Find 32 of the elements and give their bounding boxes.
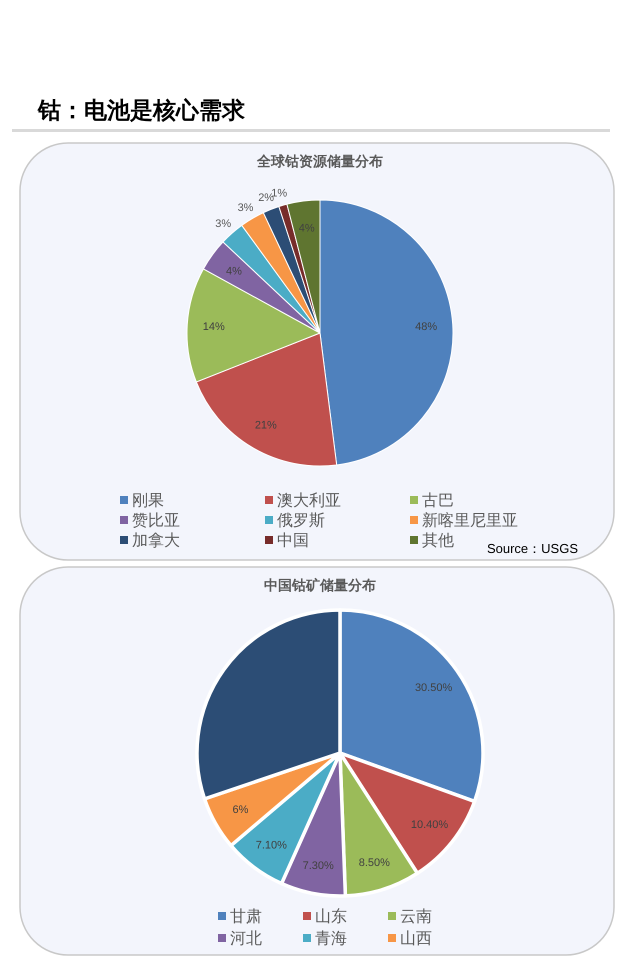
chart-title: 中国钴矿储量分布 bbox=[264, 577, 376, 593]
legend-label: 山西 bbox=[400, 930, 432, 948]
data-label: 8.50% bbox=[358, 856, 390, 869]
legend-label: 青海 bbox=[315, 930, 347, 948]
legend-label: 云南 bbox=[400, 908, 432, 926]
data-label: 7.10% bbox=[256, 839, 288, 852]
legend-label: 澳大利亚 bbox=[277, 492, 341, 510]
legend-label: 加拿大 bbox=[132, 532, 180, 550]
text: 钴：电池是核心需求 bbox=[37, 97, 246, 123]
chart-title: 全球钴资源储量分布 bbox=[256, 153, 383, 169]
data-label: 3% bbox=[215, 218, 232, 230]
data-label: 10.40% bbox=[410, 819, 448, 832]
legend-label: 赞比亚 bbox=[132, 512, 180, 530]
data-label: 2% bbox=[258, 192, 274, 204]
data-label: 48% bbox=[415, 321, 438, 334]
data-label: 4% bbox=[226, 265, 242, 278]
legend-label: 中国 bbox=[277, 532, 309, 550]
data-label: 7.30% bbox=[302, 860, 334, 872]
legend-label: 新喀里尼里亚 bbox=[422, 512, 518, 530]
legend-label: 甘肃 bbox=[230, 908, 262, 926]
data-label: 3% bbox=[238, 202, 254, 214]
legend-label: 其他 bbox=[422, 532, 454, 550]
legend-label: 山东 bbox=[315, 908, 347, 926]
source-note: Source：USGS bbox=[486, 541, 578, 556]
data-label: 6% bbox=[232, 804, 249, 816]
legend-label: 刚果 bbox=[132, 492, 164, 510]
data-label: 21% bbox=[254, 419, 278, 432]
legend-label: 河北 bbox=[230, 930, 262, 948]
data-label: 14% bbox=[202, 321, 226, 334]
legend-label: 古巴 bbox=[422, 492, 454, 510]
data-label: 30.50% bbox=[414, 682, 452, 694]
legend-label: 俄罗斯 bbox=[277, 512, 325, 530]
